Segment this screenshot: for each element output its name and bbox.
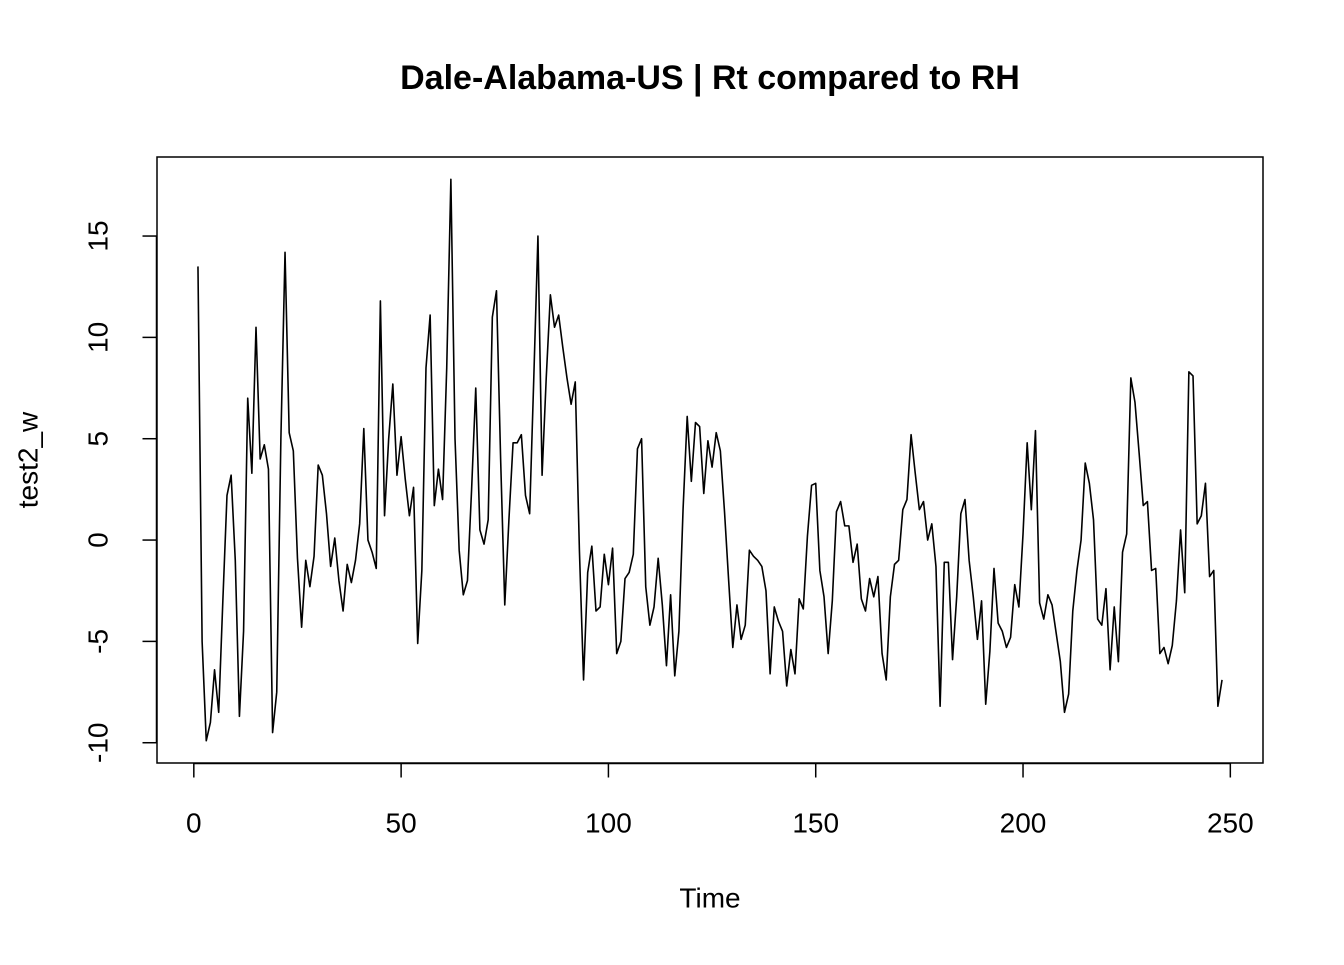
plot-frame xyxy=(156,156,1264,764)
x-tick-label: 250 xyxy=(1207,807,1254,838)
y-axis-label: test2_w xyxy=(12,411,43,508)
x-tick-label: 150 xyxy=(792,807,839,838)
series-line xyxy=(197,178,1223,742)
y-tick-label: 10 xyxy=(82,322,113,353)
y-tick-label: -5 xyxy=(82,629,113,654)
y-tick-label: 5 xyxy=(82,431,113,447)
y-tick-label: -10 xyxy=(82,722,113,762)
x-tick-label: 200 xyxy=(1000,807,1047,838)
x-tick-label: 50 xyxy=(386,807,417,838)
x-axis-label: Time xyxy=(679,882,740,913)
chart-title: Dale-Alabama-US | Rt compared to RH xyxy=(400,59,1020,97)
x-tick-label: 0 xyxy=(186,807,202,838)
y-tick-label: 15 xyxy=(82,220,113,251)
x-tick-label: 100 xyxy=(585,807,632,838)
y-tick-label: 0 xyxy=(82,532,113,548)
